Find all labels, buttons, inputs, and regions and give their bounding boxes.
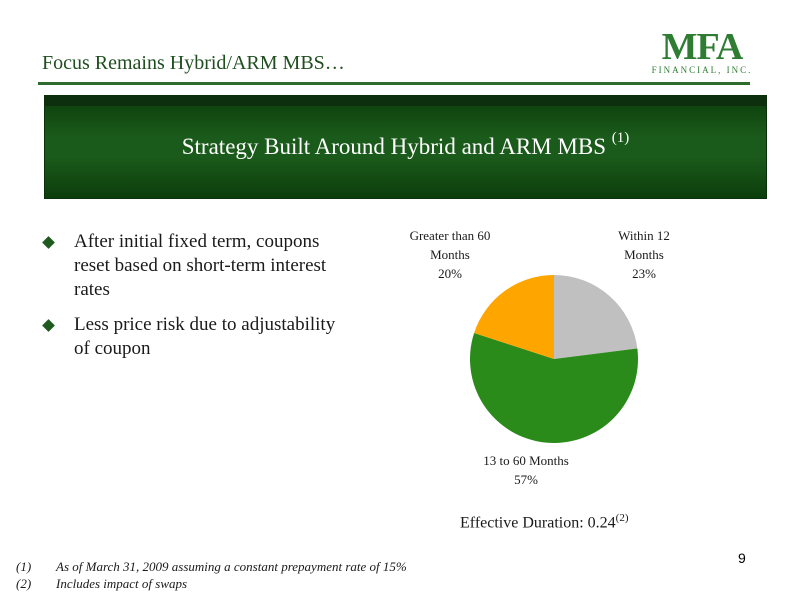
footnote: (2) Includes impact of swaps (16, 576, 407, 593)
banner-title-text: Strategy Built Around Hybrid and ARM MBS (181, 134, 606, 159)
bullet-item: Less price risk due to adjustability of … (40, 313, 340, 361)
pie-slice-within-12-months (554, 275, 638, 359)
banner-title: Strategy Built Around Hybrid and ARM MBS… (45, 130, 766, 160)
page-title: Focus Remains Hybrid/ARM MBS… (42, 52, 345, 74)
pie-chart: Within 12 Months 23% 13 to 60 Months 57% Gr… (410, 228, 670, 487)
pie-label-13-to-60-months: 13 to 60 Months 57% (483, 453, 569, 487)
pie-label-line: 57% (514, 472, 538, 487)
effective-duration: Effective Duration: 0.24(2) (460, 512, 628, 532)
bullet-text: After initial fixed term, coupons reset … (74, 231, 327, 300)
footnotes: (1) As of March 31, 2009 assuming a const… (16, 559, 407, 593)
duration-text: Effective Duration: 0.24 (460, 514, 616, 532)
bullet-list: After initial fixed term, coupons reset … (40, 230, 340, 372)
pie-label-greater-than-60-months: Greater than 60 Months 20% (410, 228, 491, 281)
company-logo: MFA FINANCIAL, INC. (646, 26, 758, 80)
diamond-bullet-icon (42, 319, 55, 332)
footnote-number: (1) (16, 559, 32, 574)
logo-subtitle: FINANCIAL, INC. (651, 65, 753, 75)
bullet-text: Less price risk due to adjustability of … (74, 314, 336, 359)
pie-label-line: Months (624, 247, 664, 262)
pie-slices (470, 275, 639, 443)
pie-label-line: Within 12 (618, 228, 670, 243)
footnote-text: As of March 31, 2009 assuming a constant… (56, 559, 407, 574)
footnote: (1) As of March 31, 2009 assuming a const… (16, 559, 407, 576)
diamond-bullet-icon (42, 236, 55, 249)
pie-slice-greater-than-60-months (474, 275, 554, 359)
header-divider (38, 82, 750, 85)
duration-footnote-ref: (2) (615, 512, 629, 524)
banner-footnote-ref: (1) (611, 130, 630, 146)
pie-label-line: Greater than 60 (410, 228, 491, 243)
pie-label-line: 20% (438, 266, 462, 281)
pie-label-line: 23% (632, 266, 656, 281)
bullet-item: After initial fixed term, coupons reset … (40, 230, 340, 302)
footnote-number: (2) (16, 576, 32, 591)
pie-label-line: 13 to 60 Months (483, 453, 569, 468)
pie-label-within-12-months: Within 12 Months 23% (618, 228, 670, 281)
title-banner: Strategy Built Around Hybrid and ARM MBS… (45, 96, 766, 198)
banner-topbar (45, 96, 766, 106)
logo-mark: MFA (661, 26, 744, 68)
page-number: 9 (738, 550, 746, 566)
pie-label-line: Months (430, 247, 470, 262)
footnote-text: Includes impact of swaps (56, 576, 188, 591)
pie-slice-13-to-60-months (470, 333, 639, 443)
